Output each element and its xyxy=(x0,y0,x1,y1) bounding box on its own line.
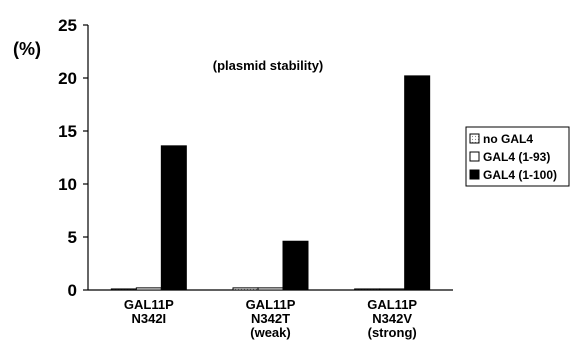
bar xyxy=(135,287,162,291)
legend: no GAL4 GAL4 (1-93) GAL4 (1-100) xyxy=(465,126,570,187)
x-tick-label: N342T xyxy=(251,311,290,326)
y-tick-label: 15 xyxy=(58,122,77,141)
legend-label: no GAL4 xyxy=(483,132,533,146)
bar xyxy=(160,145,187,291)
legend-label: GAL4 (1-100) xyxy=(483,168,557,182)
legend-label: GAL4 (1-93) xyxy=(483,150,550,164)
x-tick-label: (weak) xyxy=(250,325,290,340)
bar xyxy=(257,287,284,291)
legend-swatch xyxy=(469,169,480,180)
chart-annotation: (plasmid stability) xyxy=(213,58,324,73)
bar xyxy=(404,75,431,291)
legend-box xyxy=(465,126,570,187)
bar xyxy=(354,288,381,291)
y-tick-label: 5 xyxy=(68,228,77,247)
x-tick-label: GAL11P xyxy=(367,297,417,312)
bar xyxy=(110,288,137,291)
y-tick-label: 20 xyxy=(58,69,77,88)
bar xyxy=(232,287,259,291)
y-tick-label: 0 xyxy=(68,281,77,300)
legend-swatch xyxy=(469,151,480,162)
x-tick-label: N342V xyxy=(372,311,412,326)
legend-swatch xyxy=(469,133,480,144)
x-tick-label: N342I xyxy=(131,311,166,326)
y-axis-label: (%) xyxy=(13,39,41,59)
y-tick-label: 10 xyxy=(58,175,77,194)
bar xyxy=(379,288,406,291)
bars xyxy=(110,75,431,291)
labels: (%)(plasmid stability)GAL11PN342IGAL11PN… xyxy=(13,39,417,340)
bar xyxy=(282,240,309,291)
y-tick-label: 25 xyxy=(58,16,77,35)
x-tick-label: GAL11P xyxy=(246,297,296,312)
x-tick-label: GAL11P xyxy=(124,297,174,312)
x-tick-label: (strong) xyxy=(368,325,417,340)
